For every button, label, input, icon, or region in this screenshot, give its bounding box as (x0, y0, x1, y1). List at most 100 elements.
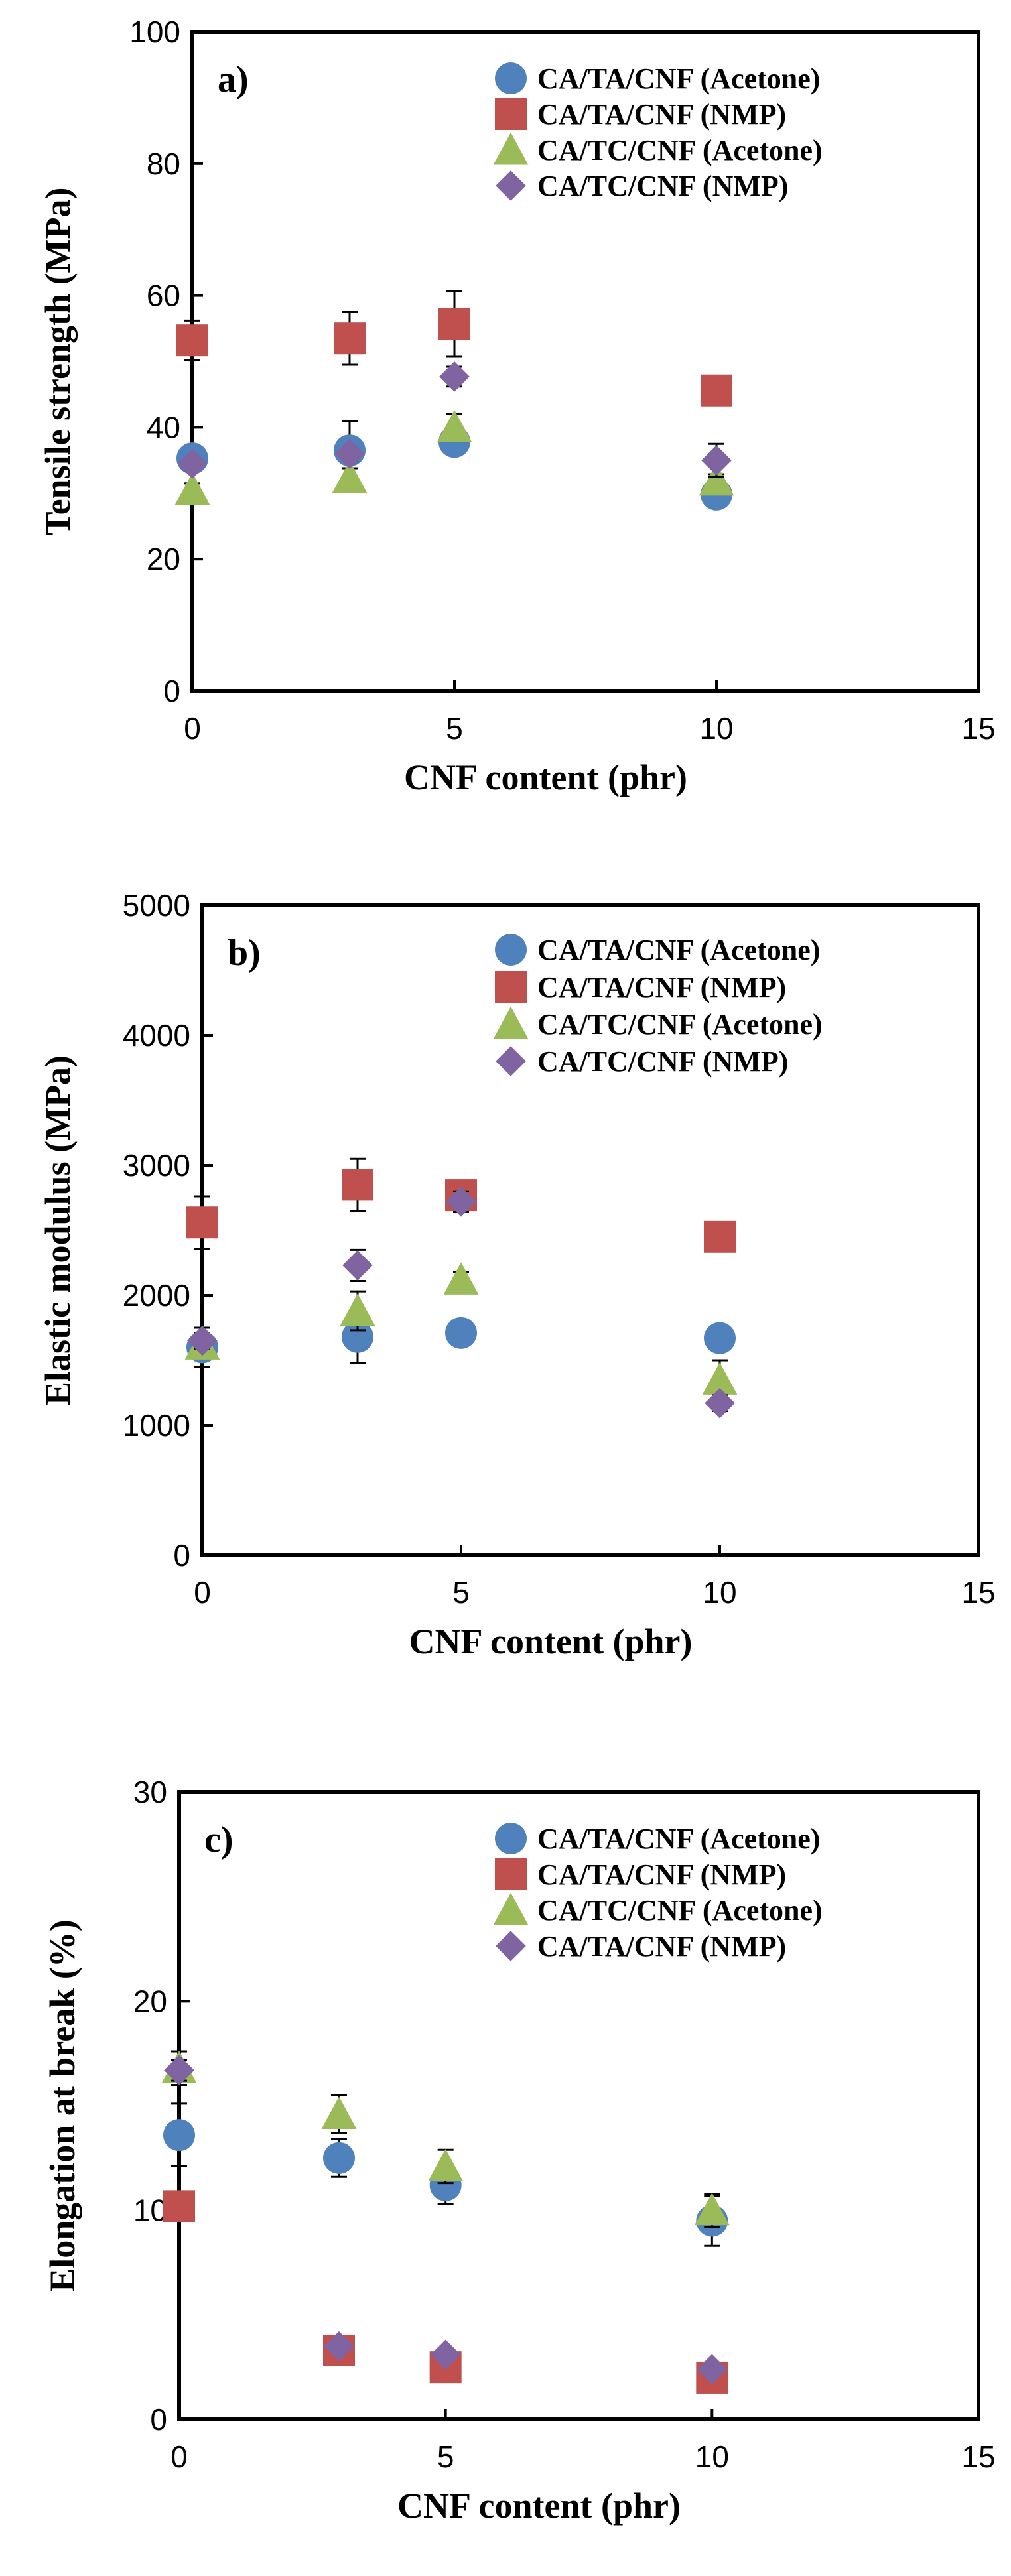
legend-label: CA/TC/CNF (NMP) (537, 170, 788, 202)
legend-marker (495, 971, 527, 1003)
chart-panel-1: 0 20 40 60 80 100 0 5 10 15 CNF content (phr) Tensi… (38, 15, 996, 797)
series-1 (186, 1310, 736, 1368)
x-tick-label: 15 (961, 711, 995, 745)
data-point (164, 2055, 194, 2086)
y-tick-label: 0 (173, 1538, 190, 1573)
data-point (704, 1220, 736, 1253)
data-point (430, 2339, 461, 2370)
x-axis-label: CNF content (phr) (409, 1622, 693, 1661)
legend: CA/TA/CNF (Acetone)CA/TA/CNF (NMP)CA/TC/… (493, 62, 823, 202)
legend-label: CA/TA/CNF (Acetone) (537, 1823, 820, 1855)
series-2 (176, 290, 732, 407)
data-point (705, 1387, 735, 1419)
data-point (163, 2190, 195, 2222)
legend: CA/TA/CNF (Acetone) CA/TA/CNF (NMP) CA/TC/… (493, 934, 823, 1078)
data-point (446, 1187, 476, 1217)
y-tick-label: 2000 (123, 1278, 190, 1313)
data-point (445, 1317, 477, 1349)
data-point (701, 445, 732, 476)
x-tick-label: 5 (452, 1575, 470, 1610)
legend-label: CA/TA/CNF (NMP) (537, 98, 786, 131)
data-point (439, 361, 470, 392)
data-point (163, 2119, 195, 2152)
data-point (321, 2096, 357, 2130)
data-point (334, 438, 365, 469)
y-tick-label: 60 (147, 279, 180, 313)
legend-label: CA/TA/CNF (Acetone) (537, 934, 820, 966)
y-tick-label: 0 (150, 2402, 167, 2437)
legend-label: CA/TA/CNF (NMP) (537, 1858, 786, 1891)
data-point (186, 1206, 218, 1239)
chart-panel-2: 0 1000 2000 3000 4000 5000 0 5 10 15 CNF content (… (38, 888, 996, 1661)
data-point (340, 1293, 375, 1326)
legend-label: CA/TA/CNF (NMP) (537, 971, 786, 1003)
y-tick-label: 5000 (123, 888, 190, 923)
legend-marker (493, 1006, 529, 1039)
legend-marker (493, 132, 529, 165)
data-point (342, 1250, 373, 1281)
series-4 (177, 361, 732, 479)
data-point (176, 324, 208, 357)
x-axis-label: CNF content (phr) (397, 2486, 681, 2526)
y-tick-label: 4000 (123, 1018, 190, 1053)
data-point (323, 2142, 355, 2174)
x-tick-label: 10 (695, 2439, 729, 2474)
y-tick-label: 20 (133, 1984, 167, 2018)
legend-label: CA/TC/CNF (Acetone) (537, 1008, 823, 1041)
x-tick-label: 0 (194, 1575, 211, 1610)
data-point (697, 2354, 728, 2385)
data-point (437, 410, 472, 442)
y-tick-label: 100 (129, 15, 180, 49)
y-tick-label: 40 (147, 410, 180, 444)
x-tick-label: 0 (170, 2439, 188, 2474)
chart-panel-3: 0 10 20 30 0 5 10 15 CNF content (phr) Elongation… (42, 1775, 996, 2526)
data-point (324, 2331, 354, 2362)
data-point (702, 1362, 738, 1395)
data-point (332, 460, 368, 493)
x-tick-label: 5 (446, 711, 463, 745)
x-tick-label: 5 (437, 2439, 454, 2474)
legend-marker (496, 1931, 526, 1961)
legend-label: CA/TC/CNF (Acetone) (537, 1894, 823, 1927)
legend-marker (495, 62, 527, 94)
y-tick-label: 30 (133, 1775, 167, 1809)
series-4 (187, 1187, 735, 1419)
x-axis-label: CNF content (phr) (404, 757, 687, 797)
data-point (438, 308, 470, 340)
data-point (701, 374, 732, 407)
x-tick-label: 15 (961, 1575, 995, 1610)
legend-label: CA/TC/CNF (Acetone) (537, 134, 823, 166)
legend-marker (496, 170, 526, 201)
panel-label: c) (204, 1819, 234, 1860)
panel-label: a) (218, 59, 249, 100)
legend-marker (496, 1046, 526, 1076)
x-tick-label: 0 (184, 711, 201, 745)
legend-label: CA/TA/CNF (Acetone) (537, 62, 820, 95)
legend-marker (495, 98, 527, 130)
x-tick-label: 10 (703, 1575, 736, 1610)
panel-label: b) (228, 933, 261, 974)
legend: CA/TA/CNF (Acetone)CA/TA/CNF (NMP)CA/TC/… (493, 1823, 823, 1963)
data-point (699, 463, 734, 496)
y-tick-label: 1000 (123, 1408, 190, 1443)
legend-label: CA/TA/CNF (NMP) (537, 1930, 786, 1963)
legend-marker (495, 934, 527, 966)
y-axis-label: Elastic modulus (MPa) (38, 1055, 78, 1405)
data-point (334, 322, 366, 355)
y-tick-label: 10 (133, 2193, 167, 2228)
data-point (704, 1322, 736, 1354)
y-tick-label: 3000 (123, 1148, 190, 1183)
data-point (342, 1320, 373, 1353)
series-4 (164, 2055, 728, 2385)
x-tick-label: 10 (699, 711, 733, 745)
y-tick-label: 0 (163, 674, 180, 708)
data-point (694, 2193, 730, 2226)
y-tick-label: 20 (147, 542, 180, 576)
data-point (187, 1325, 218, 1356)
data-point (443, 1262, 479, 1295)
series-3 (174, 410, 734, 505)
legend-marker (493, 1892, 529, 1925)
plot-frame (190, 30, 980, 693)
data-point (342, 1169, 373, 1201)
